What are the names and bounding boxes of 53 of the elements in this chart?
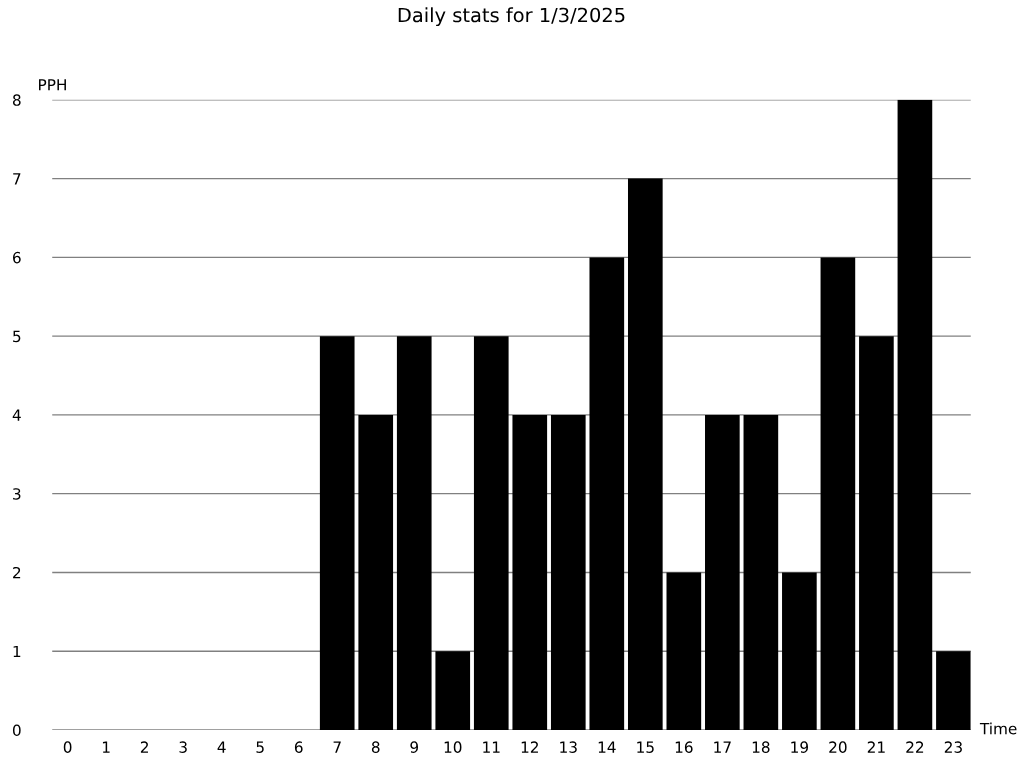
x-tick-label: 18 — [752, 741, 770, 753]
x-tick-label: 20 — [829, 741, 847, 753]
x-tick-label: 11 — [483, 741, 500, 753]
y-axis-title: PPH — [39, 79, 66, 91]
bar — [358, 414, 394, 730]
y-tick-label: 1 — [13, 645, 21, 658]
y-tick-label: 2 — [13, 566, 21, 579]
x-tick-label: 0 — [63, 741, 72, 753]
x-tick-label: 7 — [333, 741, 341, 753]
y-tick-label: 0 — [12, 724, 21, 737]
bar — [550, 414, 586, 730]
chart-title: Daily stats for 1/3/2025 — [398, 7, 625, 27]
x-tick-label: 16 — [675, 741, 693, 753]
x-tick-label: 6 — [294, 741, 303, 753]
bar — [820, 257, 856, 730]
x-axis-title: Time — [979, 722, 1017, 735]
bar — [512, 414, 548, 730]
y-tick-label: 5 — [13, 330, 21, 343]
x-tick-label: 19 — [791, 741, 809, 753]
x-tick-label: 23 — [944, 741, 962, 753]
x-tick-label: 14 — [598, 741, 616, 753]
y-tick-label: 7 — [13, 173, 21, 185]
x-tick-label: 15 — [637, 741, 654, 753]
bar — [859, 336, 894, 730]
x-tick-label: 10 — [444, 741, 462, 753]
x-tick-label: 8 — [371, 741, 380, 753]
bar — [473, 336, 509, 730]
y-tick-label: 3 — [13, 488, 21, 500]
x-tick-label: 1 — [102, 741, 110, 753]
bar — [743, 414, 779, 730]
x-tick-label: 5 — [256, 741, 264, 753]
y-tick-label: 8 — [12, 94, 21, 106]
bar — [396, 336, 432, 730]
bar — [589, 257, 625, 730]
x-tick-label: 22 — [906, 741, 924, 753]
x-tick-label: 2 — [140, 741, 148, 753]
bar — [897, 99, 933, 730]
x-tick-label: 3 — [179, 741, 187, 753]
y-tick-label: 6 — [13, 251, 21, 264]
bar — [782, 572, 817, 730]
bar — [319, 336, 355, 730]
x-tick-label: 12 — [521, 741, 538, 753]
bar — [627, 178, 663, 730]
x-tick-label: 9 — [410, 741, 419, 753]
bar — [435, 651, 471, 730]
bar — [666, 572, 702, 730]
x-tick-label: 13 — [560, 741, 577, 753]
bar — [705, 414, 740, 730]
y-tick-label: 4 — [12, 409, 21, 421]
x-tick-label: 4 — [217, 741, 226, 753]
x-tick-label: 21 — [867, 741, 885, 753]
bar — [936, 651, 971, 730]
x-tick-label: 17 — [714, 741, 731, 753]
